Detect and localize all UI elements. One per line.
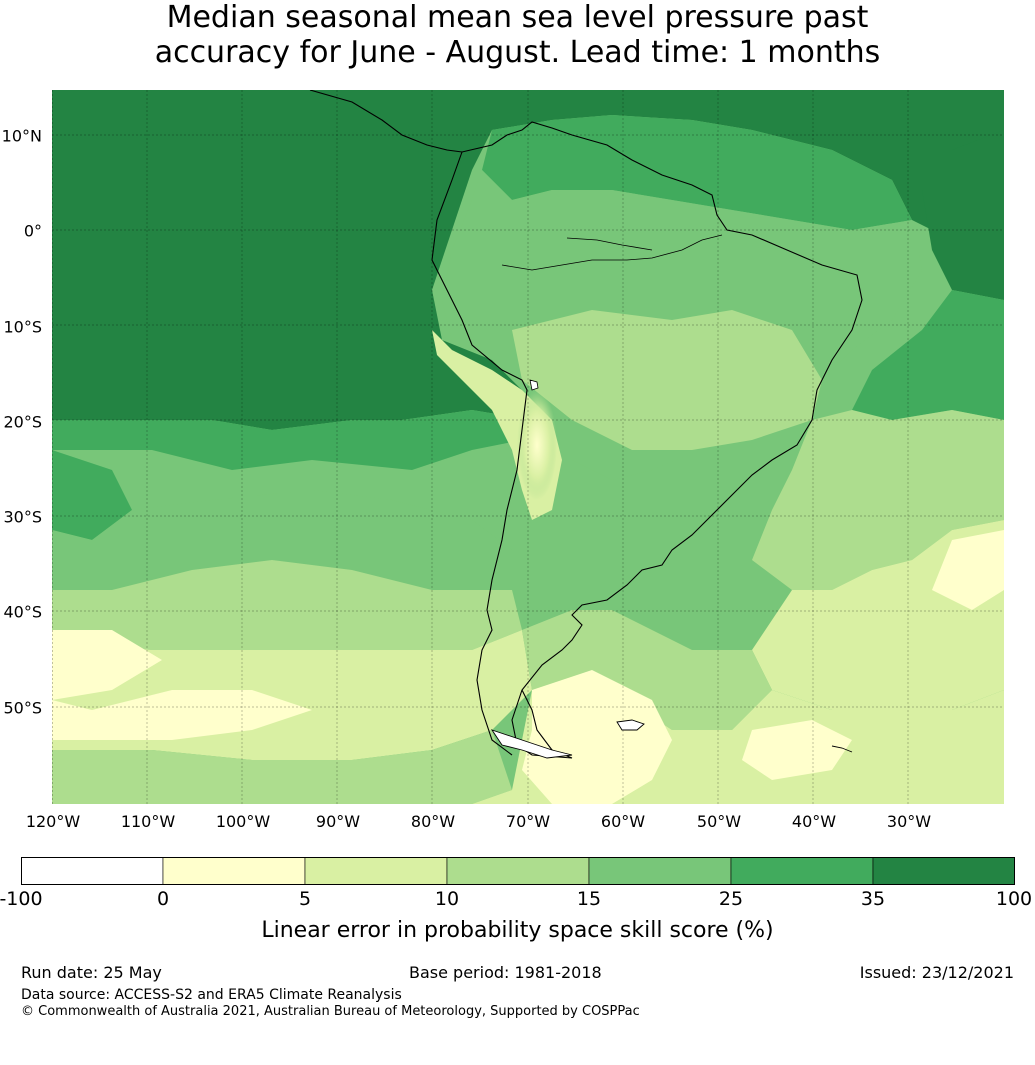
skill-band-0-5-patagonia [522,670,672,804]
colorbar-cell [162,857,306,885]
skill-band-0-5-southern-ocean [52,690,312,740]
chart-title-line2: accuracy for June - August. Lead time: 1… [154,35,881,70]
lon-label-100w: 100°W [215,812,271,831]
skill-band-10-15-southern-ocean [52,730,512,804]
colorbar-cell [872,857,1015,885]
colorbar-tick-0: 0 [156,888,170,910]
base-period: Base period: 1981-2018 [409,963,602,982]
lat-label-20s: 20°S [3,412,42,432]
lake-titicaca [529,379,539,391]
copyright: © Commonwealth of Australia 2021, Austra… [21,1004,640,1019]
colorbar-cell [446,857,590,885]
colorbar-tick-25: 25 [718,888,744,910]
skill-band-35-100-pacific [52,90,1004,430]
chart-title-line1: Median seasonal mean sea level pressure … [166,0,869,35]
skill-band-15-25-south-pacific [52,490,512,590]
lon-label-90w: 90°W [315,812,361,831]
lat-label-40s: 40°S [3,602,42,622]
lat-label-10s: 10°S [3,317,42,337]
lat-label-30s: 30°S [3,507,42,527]
skill-band-0-5-south-atlantic-2 [742,720,852,780]
issued-date: Issued: 23/12/2021 [859,963,1014,982]
skill-band-0-5-south-atlantic [932,530,1004,610]
skill-score-map [52,90,1004,804]
graticule [52,90,1004,804]
lon-label-30w: 30°W [886,812,932,831]
skill-band-25-35-southwest [52,450,132,540]
skill-band-0-5-south-pacific [52,630,162,700]
skill-band-10-15-argentina [522,610,772,730]
lon-label-50w: 50°W [696,812,742,831]
colorbar-cell [588,857,732,885]
run-date: Run date: 25 May [21,963,162,982]
skill-band-10-15-south-pacific [52,560,522,650]
skill-band-25-35-atlantic [852,290,1004,420]
skill-band-10-15-south-atlantic [752,410,1004,590]
colorbar-tick-100: 100 [995,888,1033,910]
skill-band-25-35-north [482,115,912,230]
colorbar-tick-10: 10 [434,888,460,910]
colorbar [21,857,1015,885]
lon-label-110w: 110°W [120,812,176,831]
skill-band-35-100-atlantic [922,130,1004,300]
lon-label-40w: 40°W [791,812,837,831]
colorbar-cell [21,857,164,885]
colorbar-label: Linear error in probability space skill … [261,918,774,943]
skill-band-andes-core [517,390,557,500]
lon-label-60w: 60°W [600,812,646,831]
amazon-river [501,234,723,271]
lat-label-10n: 10°N [1,126,42,146]
colorbar-tick-15: 15 [576,888,602,910]
falkland-islands [616,719,645,731]
colorbar-tick-minus100: -100 [0,888,43,910]
colorbar-cell [304,857,448,885]
lon-label-120w: 120°W [25,812,81,831]
south-georgia [831,745,853,753]
skill-band-10-15-brazil [512,310,822,450]
coastline-west [431,151,528,756]
skill-band-25-35-pacific-lower [52,410,532,470]
lon-label-80w: 80°W [410,812,456,831]
lon-label-70w: 70°W [505,812,551,831]
colorbar-tick-35: 35 [860,888,886,910]
lat-label-0: 0° [23,221,42,241]
lat-label-50s: 50°S [3,698,42,718]
colorbar-tick-5: 5 [298,888,312,910]
tierra-del-fuego [490,729,573,759]
data-source: Data source: ACCESS-S2 and ERA5 Climate … [21,987,402,1003]
river-tributary [566,237,653,251]
coastline-south-america [309,90,863,759]
colorbar-cell [730,857,874,885]
